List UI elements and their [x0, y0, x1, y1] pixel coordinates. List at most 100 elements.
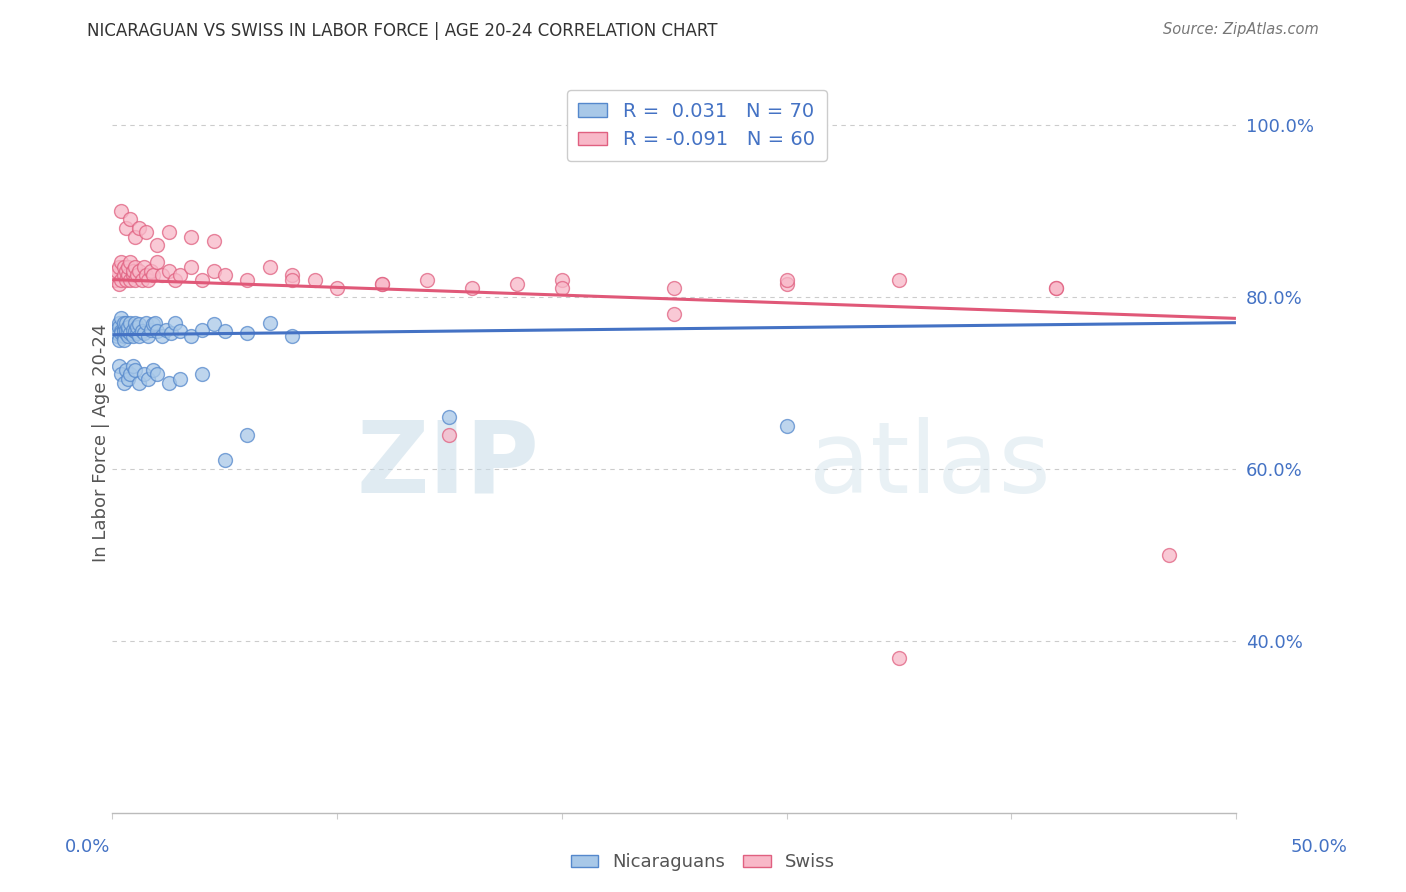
Point: [121, 322, 143, 336]
Point: [105, 328, 128, 343]
Point: [135, 225, 157, 239]
Point: [132, 326, 155, 340]
Point: [139, 264, 162, 278]
Point: [117, 320, 139, 334]
Point: [117, 371, 139, 385]
Point: [112, 316, 135, 330]
Text: Source: ZipAtlas.com: Source: ZipAtlas.com: [1163, 22, 1319, 37]
Point: [236, 272, 259, 286]
Point: [142, 363, 165, 377]
Point: [115, 363, 138, 377]
Point: [110, 368, 132, 382]
Point: [121, 264, 143, 278]
Point: [202, 234, 225, 248]
Point: [115, 316, 138, 330]
Point: [115, 322, 138, 336]
Point: [202, 264, 225, 278]
Point: [157, 376, 180, 390]
Point: [165, 316, 187, 330]
Point: [108, 359, 131, 373]
Point: [150, 328, 173, 343]
Text: atlas: atlas: [808, 417, 1050, 514]
Point: [128, 376, 150, 390]
Point: [146, 238, 169, 252]
Point: [165, 272, 187, 286]
Point: [506, 277, 529, 291]
Point: [157, 225, 180, 239]
Point: [104, 324, 127, 338]
Point: [108, 320, 131, 334]
Legend: Nicaraguans, Swiss: Nicaraguans, Swiss: [564, 847, 842, 879]
Point: [775, 272, 797, 286]
Point: [416, 272, 439, 286]
Point: [551, 272, 574, 286]
Point: [214, 268, 236, 283]
Point: [138, 371, 160, 385]
Point: [105, 268, 128, 283]
Point: [146, 368, 169, 382]
Point: [202, 318, 225, 332]
Point: [115, 264, 138, 278]
Point: [775, 419, 797, 434]
Point: [120, 326, 142, 340]
Point: [131, 324, 153, 338]
Text: ZIP: ZIP: [357, 417, 540, 514]
Point: [110, 326, 132, 340]
Point: [887, 651, 910, 665]
Point: [115, 221, 138, 235]
Point: [112, 322, 135, 336]
Point: [128, 221, 150, 235]
Point: [120, 368, 142, 382]
Point: [887, 272, 910, 286]
Point: [1045, 281, 1067, 295]
Point: [160, 326, 183, 340]
Point: [169, 371, 191, 385]
Point: [146, 324, 169, 338]
Point: [157, 264, 180, 278]
Point: [112, 376, 135, 390]
Point: [551, 281, 574, 295]
Point: [259, 260, 281, 274]
Text: 50.0%: 50.0%: [1291, 838, 1347, 856]
Point: [120, 255, 142, 269]
Point: [115, 272, 138, 286]
Point: [108, 333, 131, 347]
Point: [128, 318, 150, 332]
Point: [127, 268, 149, 283]
Point: [110, 255, 132, 269]
Point: [371, 277, 394, 291]
Point: [180, 260, 202, 274]
Point: [104, 272, 127, 286]
Point: [664, 307, 686, 321]
Point: [439, 410, 461, 425]
Point: [664, 281, 686, 295]
Point: [236, 326, 259, 340]
Point: [259, 316, 281, 330]
Point: [236, 427, 259, 442]
Point: [191, 272, 214, 286]
Point: [191, 322, 214, 336]
Point: [142, 318, 165, 332]
Point: [112, 333, 135, 347]
Point: [138, 328, 160, 343]
Point: [110, 324, 132, 338]
Text: 0.0%: 0.0%: [65, 838, 110, 856]
Point: [112, 260, 135, 274]
Point: [143, 316, 166, 330]
Point: [121, 359, 143, 373]
Point: [124, 363, 146, 377]
Point: [124, 272, 146, 286]
Point: [115, 326, 138, 340]
Point: [281, 328, 304, 343]
Point: [124, 260, 146, 274]
Point: [439, 427, 461, 442]
Point: [281, 268, 304, 283]
Point: [139, 322, 162, 336]
Point: [124, 324, 146, 338]
Point: [180, 229, 202, 244]
Point: [132, 260, 155, 274]
Point: [214, 324, 236, 338]
Point: [138, 272, 160, 286]
Point: [120, 316, 142, 330]
Point: [124, 229, 146, 244]
